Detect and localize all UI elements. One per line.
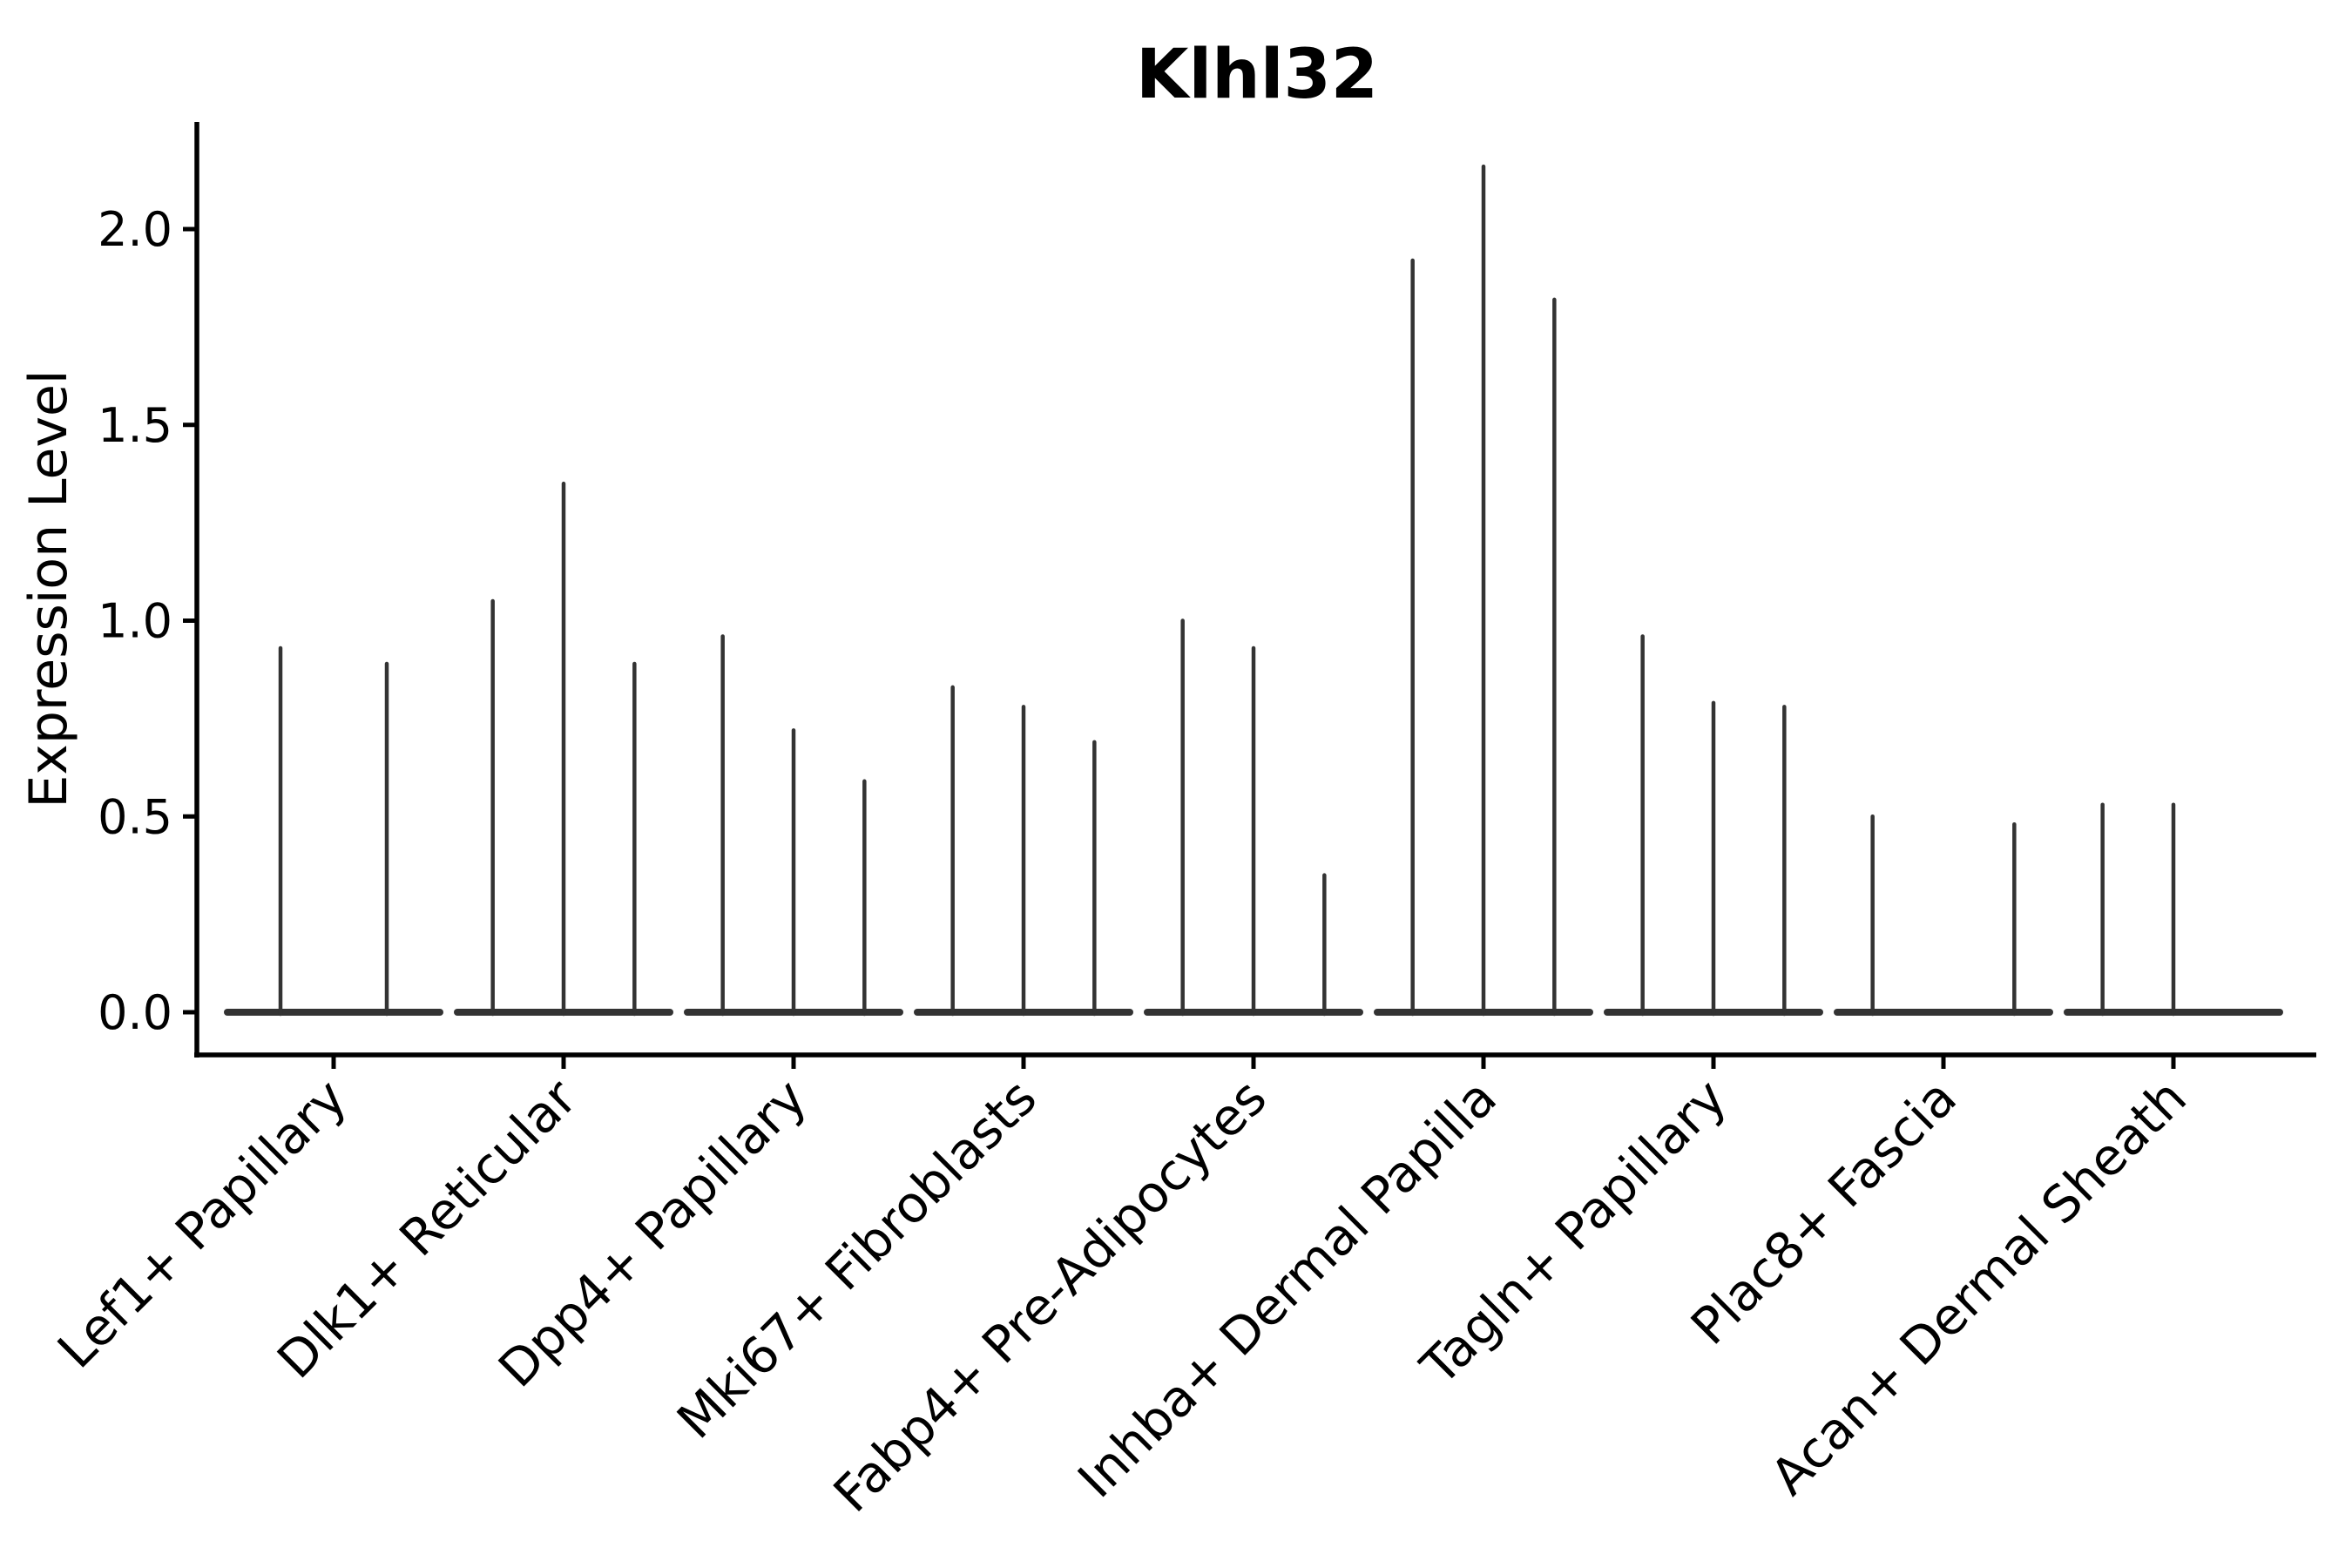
y-tick-label: 0.0 [98, 985, 172, 1040]
violin-group [1834, 814, 2053, 1017]
y-tick-label: 1.5 [98, 398, 172, 453]
violin-group [684, 634, 903, 1017]
x-tick-label: Fabp4+ Pre-Adipocytes [822, 1068, 1278, 1524]
violin-group [224, 645, 443, 1017]
violin-group [1144, 618, 1363, 1017]
violin-group [1374, 164, 1593, 1017]
violin-group [1604, 634, 1823, 1017]
y-axis-label: Expression Level [18, 369, 79, 808]
chart-title: Klhl32 [1136, 36, 1378, 114]
violin-group [914, 685, 1133, 1017]
y-axis-ticks: 0.0 0.5 1.0 1.5 2.0 [98, 202, 197, 1040]
y-tick-label: 2.0 [98, 202, 172, 257]
violin-group [454, 481, 673, 1017]
x-tick-label: Inhba+ Dermal Papilla [1066, 1068, 1508, 1510]
violins [224, 164, 2283, 1017]
y-tick-label: 0.5 [98, 789, 172, 844]
y-tick-label: 1.0 [98, 594, 172, 649]
violin-group [2064, 802, 2283, 1017]
x-tick-label: Acan+ Dermal Sheath [1759, 1068, 2197, 1506]
